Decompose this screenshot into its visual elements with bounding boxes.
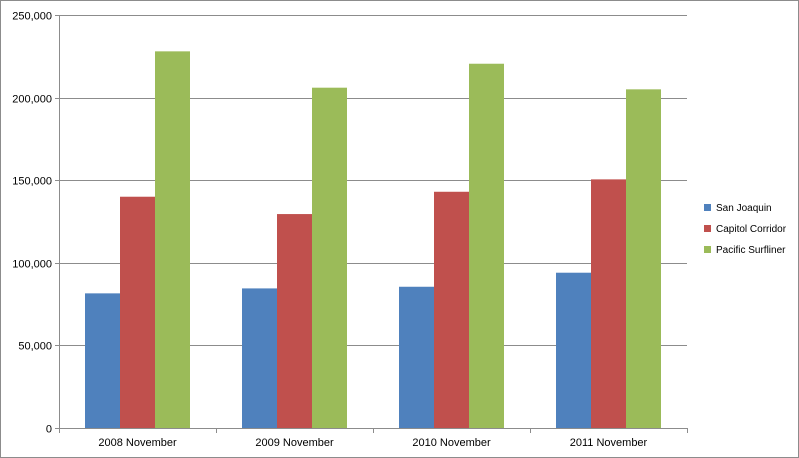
- x-tick-label: 2010 November: [412, 437, 491, 449]
- bar-pacific-surfliner: [155, 51, 190, 429]
- bar-pacific-surfliner: [469, 63, 504, 428]
- bar-capitol-corridor: [434, 191, 469, 428]
- bars: [85, 51, 661, 429]
- legend-swatch: [704, 225, 711, 232]
- bar-san-joaquin: [399, 286, 434, 428]
- axes: [55, 15, 688, 433]
- bar-capitol-corridor: [120, 196, 155, 428]
- bar-pacific-surfliner: [626, 89, 661, 428]
- y-tick-label: 150,000: [12, 176, 52, 188]
- legend-swatch: [704, 204, 711, 211]
- x-tick-label: 2011 November: [570, 437, 648, 449]
- bar-pacific-surfliner: [312, 87, 347, 429]
- y-tick-label: 200,000: [12, 94, 52, 106]
- x-tick-label: 2009 November: [255, 437, 334, 449]
- y-tick-label: 50,000: [18, 341, 52, 353]
- y-tick-label: 100,000: [12, 259, 52, 271]
- legend-label: Capitol Corridor: [716, 224, 787, 235]
- legend: San Joaquin Capitol Corridor Pacific Surfl…: [704, 203, 787, 256]
- y-tick-label: 0: [46, 424, 52, 436]
- bar-capitol-corridor: [591, 179, 626, 428]
- legend-label: San Joaquin: [716, 203, 772, 214]
- y-axis-tick-labels: 0 50,000 100,000 150,000 200,000 250,000: [12, 11, 52, 436]
- bar-san-joaquin: [242, 288, 277, 428]
- legend-label: Pacific Surfliner: [716, 245, 786, 256]
- legend-swatch: [704, 246, 711, 253]
- x-tick-label: 2008 November: [98, 437, 177, 449]
- bar-san-joaquin: [556, 272, 591, 428]
- bar-capitol-corridor: [277, 214, 312, 428]
- y-tick-label: 250,000: [12, 11, 52, 23]
- x-axis-tick-labels: 2008 November 2009 November 2010 November 2…: [98, 437, 647, 449]
- bar-san-joaquin: [85, 293, 120, 428]
